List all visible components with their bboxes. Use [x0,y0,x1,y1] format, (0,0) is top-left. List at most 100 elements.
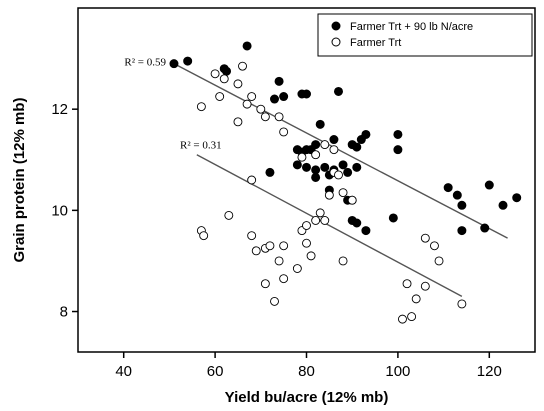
y-tick-label: 10 [51,202,68,219]
point-farmer [302,221,311,230]
point-n90 [329,135,339,145]
point-n90 [393,145,403,155]
point-n90 [457,226,467,236]
point-farmer [233,117,243,127]
x-axis-title: Yield bu/acre (12% mb) [225,389,389,406]
point-farmer [420,281,430,291]
point-farmer [256,104,266,114]
point-farmer [320,216,330,225]
point-farmer [247,231,257,241]
point-farmer [430,241,439,251]
point-farmer [329,145,339,155]
r2-label-n90: R² = 0.59 [124,57,166,69]
point-n90 [484,180,494,190]
legend-marker-farmer [331,37,341,47]
legend-label-n90: Farmer Trt + 90 lb N/acre [350,21,473,33]
point-n90 [311,165,321,175]
point-n90 [480,223,490,233]
point-farmer [274,112,284,122]
point-n90 [343,167,353,177]
point-farmer [338,188,348,198]
point-n90 [333,86,343,96]
fit-line-farmer [196,154,463,297]
point-farmer [196,102,206,112]
point-farmer [260,279,270,289]
point-farmer [324,190,334,200]
point-farmer [311,150,321,160]
point-n90 [242,41,252,51]
point-n90 [452,190,462,200]
point-n90 [183,56,193,66]
point-n90 [388,213,398,223]
x-tick-label: 120 [477,363,502,380]
y-axis-title: Grain protein (12% mb) [11,97,28,262]
point-farmer [315,208,325,218]
x-tick-label: 100 [385,363,410,380]
point-farmer [297,152,307,162]
point-n90 [361,226,371,236]
point-farmer [224,210,234,220]
point-farmer [434,256,444,266]
point-farmer [260,112,270,122]
point-n90 [361,129,371,139]
point-farmer [199,231,209,241]
point-n90 [311,140,321,150]
point-farmer [279,241,289,251]
point-n90 [352,218,362,228]
point-farmer [279,274,289,284]
point-n90 [338,160,348,170]
point-farmer [407,312,417,322]
point-farmer [402,279,412,289]
point-n90 [352,142,362,152]
point-farmer [247,92,257,101]
point-n90 [311,172,321,182]
point-farmer [306,251,316,261]
point-n90 [457,200,467,210]
point-farmer [334,170,343,180]
point-farmer [210,69,220,79]
point-farmer [320,140,330,150]
point-farmer [311,216,321,225]
point-farmer [292,264,302,273]
legend-marker-n90 [331,21,341,31]
point-n90 [443,183,453,193]
x-tick-label: 40 [115,363,132,380]
fit-line-n90 [173,63,508,239]
point-n90 [352,162,362,172]
point-farmer [270,296,279,306]
point-n90 [498,200,508,210]
point-farmer [411,294,421,304]
point-farmer [238,61,247,71]
point-farmer [302,238,311,248]
point-n90 [302,89,311,99]
point-n90 [222,66,232,76]
point-farmer [251,246,261,256]
point-farmer [242,99,252,109]
point-n90 [315,119,325,129]
point-n90 [302,162,311,172]
point-n90 [270,94,280,104]
point-n90 [292,160,302,170]
point-n90 [169,59,179,69]
point-n90 [320,162,330,172]
point-farmer [274,256,284,266]
r2-label-farmer: R² = 0.31 [180,140,222,152]
y-tick-label: 12 [51,101,68,118]
point-farmer [279,127,289,137]
point-farmer [233,79,243,89]
x-tick-label: 60 [207,363,224,380]
point-farmer [347,195,357,205]
point-n90 [265,167,275,177]
y-tick-label: 8 [60,304,68,321]
point-farmer [338,256,348,266]
legend-box [317,13,533,57]
point-farmer [219,74,229,84]
point-farmer [215,92,225,101]
x-tick-label: 80 [298,363,315,380]
point-farmer [457,299,467,309]
point-n90 [274,76,284,86]
point-farmer [420,233,430,243]
point-farmer [247,175,257,185]
